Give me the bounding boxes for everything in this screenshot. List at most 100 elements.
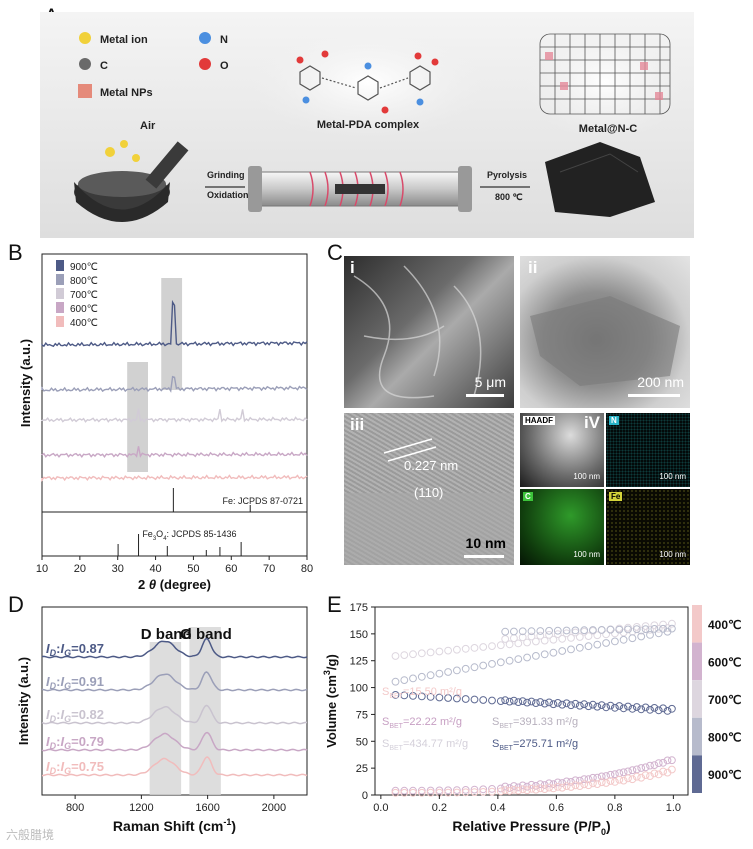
bet-point xyxy=(659,758,668,767)
bet-legend-swatch xyxy=(692,680,702,718)
bet-point xyxy=(496,641,505,650)
pyrolysis-label: Pyrolysis xyxy=(487,170,527,180)
bet-point xyxy=(461,664,470,673)
raman-dband-region xyxy=(149,642,182,795)
bet-point xyxy=(646,625,654,634)
bet-xtick-label: 1.0 xyxy=(666,802,681,814)
bet-point xyxy=(417,692,426,701)
bet-legend-swatch xyxy=(692,755,702,793)
c-map-scale: 100 nm xyxy=(573,550,600,559)
bet-point xyxy=(505,787,514,795)
xrd-frame xyxy=(41,253,308,557)
legend-dots xyxy=(78,32,211,98)
tem-label: ii xyxy=(528,258,538,277)
bet-point xyxy=(426,693,435,701)
bet-point xyxy=(663,707,672,715)
bet-point xyxy=(619,635,628,644)
bet-point xyxy=(496,658,505,667)
bet-point xyxy=(571,781,580,790)
bet-point xyxy=(668,619,676,628)
bet-point xyxy=(549,784,558,793)
bet-point xyxy=(624,702,632,711)
grinding-label: Grinding xyxy=(207,170,245,180)
bet-point xyxy=(602,630,611,639)
bet-point xyxy=(409,674,417,683)
bet-point xyxy=(523,653,532,662)
bet-legend-label: 700℃ xyxy=(708,693,742,707)
bet-point xyxy=(615,775,624,784)
raman-ratio-label: ID:IG=0.82 xyxy=(46,707,104,724)
bet-point xyxy=(597,778,606,787)
raman-ylabel: Intensity (a.u.) xyxy=(16,657,31,745)
fe-map-scale: 100 nm xyxy=(659,550,686,559)
bet-point xyxy=(453,645,461,654)
bet-point xyxy=(602,779,611,787)
bet-xtick-label: 0.4 xyxy=(490,802,505,814)
bet-ytick-label: 175 xyxy=(350,602,368,614)
legend-c: C xyxy=(100,60,108,72)
bet-point xyxy=(650,704,659,712)
bet-point xyxy=(611,770,619,779)
bet-point xyxy=(444,786,453,795)
bet-point xyxy=(668,704,676,713)
bet-point xyxy=(518,781,527,790)
bet-point xyxy=(562,699,571,708)
bet-point xyxy=(409,788,417,797)
n-map-image: N 100 nm xyxy=(606,413,690,487)
bet-point xyxy=(400,788,409,797)
bet-point xyxy=(650,761,659,770)
hrtem-label: iii xyxy=(350,415,365,434)
bet-point xyxy=(668,756,676,765)
raman-ratio-label: ID:IG=0.87 xyxy=(46,641,104,658)
bet-point xyxy=(562,777,571,786)
bet-point xyxy=(580,780,589,789)
bet-point xyxy=(505,656,514,665)
xrd-xtick-label: 40 xyxy=(149,563,161,575)
fe-map-image: Fe 100 nm xyxy=(606,489,690,565)
bet-point xyxy=(523,638,532,647)
bet-point xyxy=(435,693,444,702)
c-map-label: C xyxy=(523,492,533,501)
bet-point xyxy=(453,786,461,795)
n-map-label: N xyxy=(609,416,619,425)
bet-point xyxy=(496,697,505,705)
bet-point xyxy=(536,631,545,640)
bet-point xyxy=(619,768,628,777)
sem-image: i 5 μm xyxy=(344,256,514,408)
bet-point xyxy=(611,778,619,786)
bet-point xyxy=(470,785,479,794)
carbon-flake-icon xyxy=(545,142,655,217)
bet-point xyxy=(514,786,523,795)
bet-point xyxy=(641,703,650,712)
bet-point xyxy=(654,629,663,638)
bet-area-label: SBET=391.33 m²/g xyxy=(492,716,578,730)
bet-point xyxy=(532,637,540,646)
bet-point xyxy=(646,772,654,781)
bet-point xyxy=(606,770,615,779)
bet-point xyxy=(510,696,518,705)
bet-point xyxy=(659,704,668,713)
bet-point xyxy=(553,783,562,791)
bet-point xyxy=(584,632,593,640)
bet-point xyxy=(575,701,584,710)
bet-point xyxy=(545,779,554,788)
bet-legend-swatch xyxy=(692,605,702,643)
bet-point xyxy=(532,652,540,660)
complex-label: Metal-PDA complex xyxy=(317,119,420,131)
watermark: 六般腊境 xyxy=(6,828,55,842)
atoms xyxy=(296,50,439,114)
bet-area-label: SBET=434.77 m²/g xyxy=(382,738,468,752)
bet-point xyxy=(589,700,597,709)
synthesis-schematic: Metal ion N C O Metal NPs Air Grinding O… xyxy=(40,12,694,238)
raman-xlabel: Raman Shift (cm-1) xyxy=(113,817,236,834)
bet-point xyxy=(417,786,426,795)
haadf-image: HAADF iV 100 nm xyxy=(520,413,604,487)
product-label: Metal@N-C xyxy=(579,123,637,135)
bet-point xyxy=(488,660,496,668)
bet-point xyxy=(453,788,461,797)
bet-area-label: SBET=15.50 m²/g xyxy=(382,686,462,700)
bet-point xyxy=(571,699,580,708)
bet-point xyxy=(580,775,589,784)
bet-point xyxy=(391,691,400,699)
